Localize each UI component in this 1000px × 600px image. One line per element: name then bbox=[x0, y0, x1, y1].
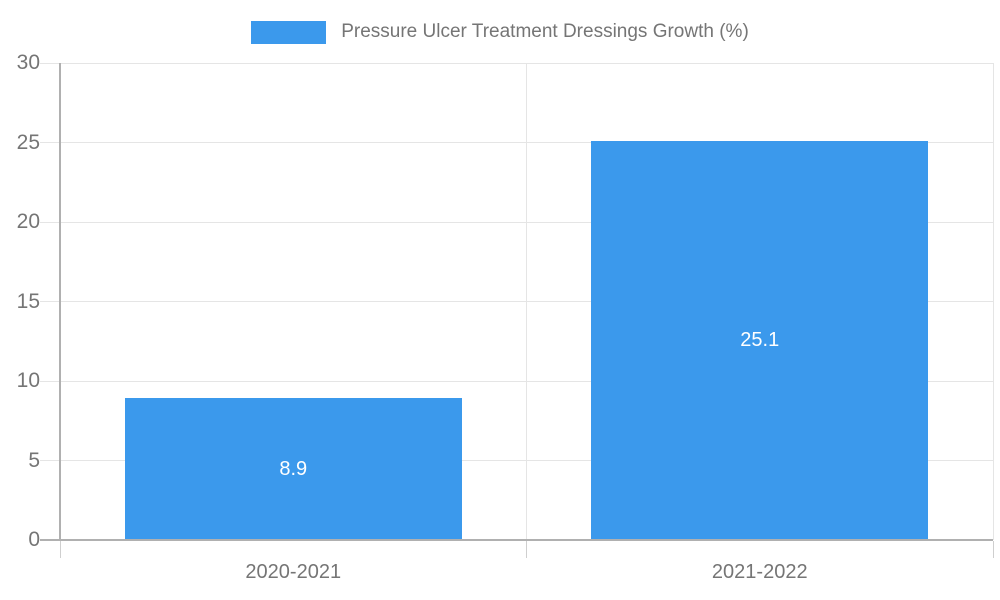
x-axis-tick bbox=[992, 541, 994, 558]
bar-2021-2022 bbox=[591, 140, 929, 540]
y-axis-tick-label: 15 bbox=[16, 289, 40, 313]
bar-2020-2021 bbox=[124, 398, 462, 540]
y-axis-tick-label: 5 bbox=[28, 448, 40, 472]
gridline-vertical bbox=[526, 63, 527, 540]
gridline-vertical bbox=[992, 63, 994, 540]
x-axis-category-label: 2020-2021 bbox=[245, 561, 342, 583]
legend-series-label: Pressure Ulcer Treatment Dressings Growt… bbox=[341, 21, 749, 42]
y-axis-tick-label: 25 bbox=[16, 130, 40, 154]
gridline-horizontal bbox=[40, 62, 993, 64]
y-axis-tick-label: 0 bbox=[28, 528, 40, 551]
legend-color-swatch bbox=[251, 20, 327, 44]
chart-legend: Pressure Ulcer Treatment Dressings Growt… bbox=[0, 18, 1000, 46]
y-axis-tick-label: 10 bbox=[16, 369, 40, 392]
x-axis-tick bbox=[59, 541, 61, 558]
x-axis-line bbox=[40, 539, 993, 541]
gridline-horizontal bbox=[40, 460, 993, 461]
y-axis-tick-label: 30 bbox=[16, 51, 40, 74]
x-axis-tick bbox=[526, 541, 527, 558]
bar-value-label: 25.1 bbox=[740, 329, 780, 352]
bar-value-label: 8.9 bbox=[279, 458, 308, 481]
y-axis-tick-label: 20 bbox=[16, 210, 40, 233]
gridline-horizontal bbox=[40, 142, 993, 143]
y-axis-line bbox=[59, 63, 61, 540]
x-axis-category-label: 2021-2022 bbox=[711, 561, 808, 583]
gridline-horizontal bbox=[40, 221, 993, 223]
gridline-horizontal bbox=[40, 380, 993, 382]
gridline-horizontal bbox=[40, 301, 993, 302]
